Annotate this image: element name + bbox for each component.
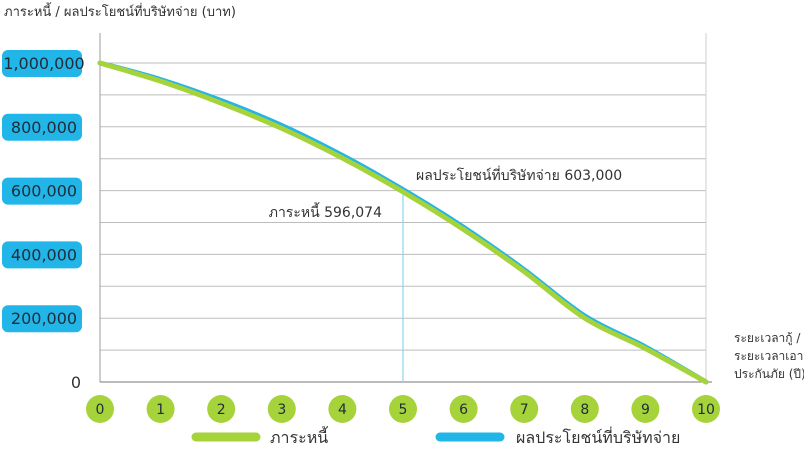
x-tick-circle	[389, 395, 417, 423]
x-tick-circle	[570, 395, 599, 423]
x-tick: 3	[267, 395, 296, 423]
x-tick: 8	[570, 395, 599, 423]
x-tick-circle	[146, 395, 175, 423]
x-tick-circle	[449, 395, 478, 423]
x-tick: 6	[449, 395, 478, 423]
x-tick: 9	[631, 395, 660, 423]
x-tick-label: 3	[277, 402, 286, 418]
y-tick: 400,000	[2, 241, 82, 269]
x-tick-label: 2	[217, 402, 226, 418]
x-tick: 2	[207, 395, 236, 423]
x-tick: 10	[692, 395, 720, 423]
y-tick-label: 400,000	[11, 245, 77, 264]
x-tick-circle	[328, 395, 357, 423]
legend-item-benefit: ผลประโยชน์ที่บริษัทจ่าย	[435, 426, 680, 447]
legend-label-debt: ภาระหนี้	[270, 426, 329, 447]
x-tick-label: 4	[338, 402, 347, 418]
y-tick-pill	[2, 113, 82, 141]
y-tick-pill	[2, 177, 82, 205]
x-tick-label: 6	[459, 402, 468, 418]
benefit-annotation: ผลประโยชน์ที่บริษัทจ่าย 603,000	[416, 166, 622, 184]
x-tick: 1	[146, 395, 175, 423]
x-tick-circle	[692, 395, 720, 423]
y-tick-label: 800,000	[11, 118, 77, 137]
x-tick-circle	[86, 395, 114, 423]
x-tick: 5	[389, 395, 417, 423]
x-axis-title-line: ระยะเวลาเอา	[734, 349, 803, 363]
y-tick-pill	[2, 50, 82, 77]
x-tick: 7	[510, 395, 539, 423]
y-tick-label: 1,000,000	[3, 54, 84, 73]
x-tick-label: 8	[580, 402, 589, 418]
y-tick-label: 200,000	[11, 309, 77, 328]
y-axis-title: ภาระหนี้ / ผลประโยชน์ที่บริษัทจ่าย (บาท)	[4, 2, 236, 20]
x-tick-label: 7	[520, 402, 529, 418]
x-tick-label: 10	[697, 402, 715, 418]
legend: ภาระหนี้ ผลประโยชน์ที่บริษัทจ่าย	[191, 426, 680, 447]
x-tick-label: 9	[641, 402, 650, 418]
x-tick-circle	[510, 395, 539, 423]
x-tick-circle	[631, 395, 660, 423]
x-tick-label: 0	[96, 402, 105, 418]
y-tick: 200,000	[2, 305, 82, 333]
x-tick-label: 5	[399, 402, 408, 418]
x-axis-title-line: ระยะเวลากู้ /	[734, 331, 801, 346]
legend-label-benefit: ผลประโยชน์ที่บริษัทจ่าย	[516, 426, 680, 447]
x-tick: 0	[86, 395, 114, 423]
legend-item-debt: ภาระหนี้	[191, 426, 329, 447]
y-tick-pill	[2, 305, 82, 333]
y-tick: 800,000	[2, 113, 82, 141]
y-tick-pill	[2, 241, 82, 269]
x-tick-circle	[207, 395, 236, 423]
y-tick-label: 600,000	[11, 182, 77, 201]
series-line-debt	[97, 60, 709, 385]
debt-annotation: ภาระหนี้ 596,074	[269, 202, 382, 221]
x-tick-circle	[267, 395, 296, 423]
x-tick-label: 1	[156, 402, 165, 418]
x-axis-title-line: ประกันภัย (ปี)	[734, 367, 804, 381]
y-tick: 1,000,000	[2, 50, 85, 77]
y-tick-label: 0	[71, 373, 81, 392]
x-tick: 4	[328, 395, 357, 423]
y-tick: 600,000	[2, 177, 82, 205]
